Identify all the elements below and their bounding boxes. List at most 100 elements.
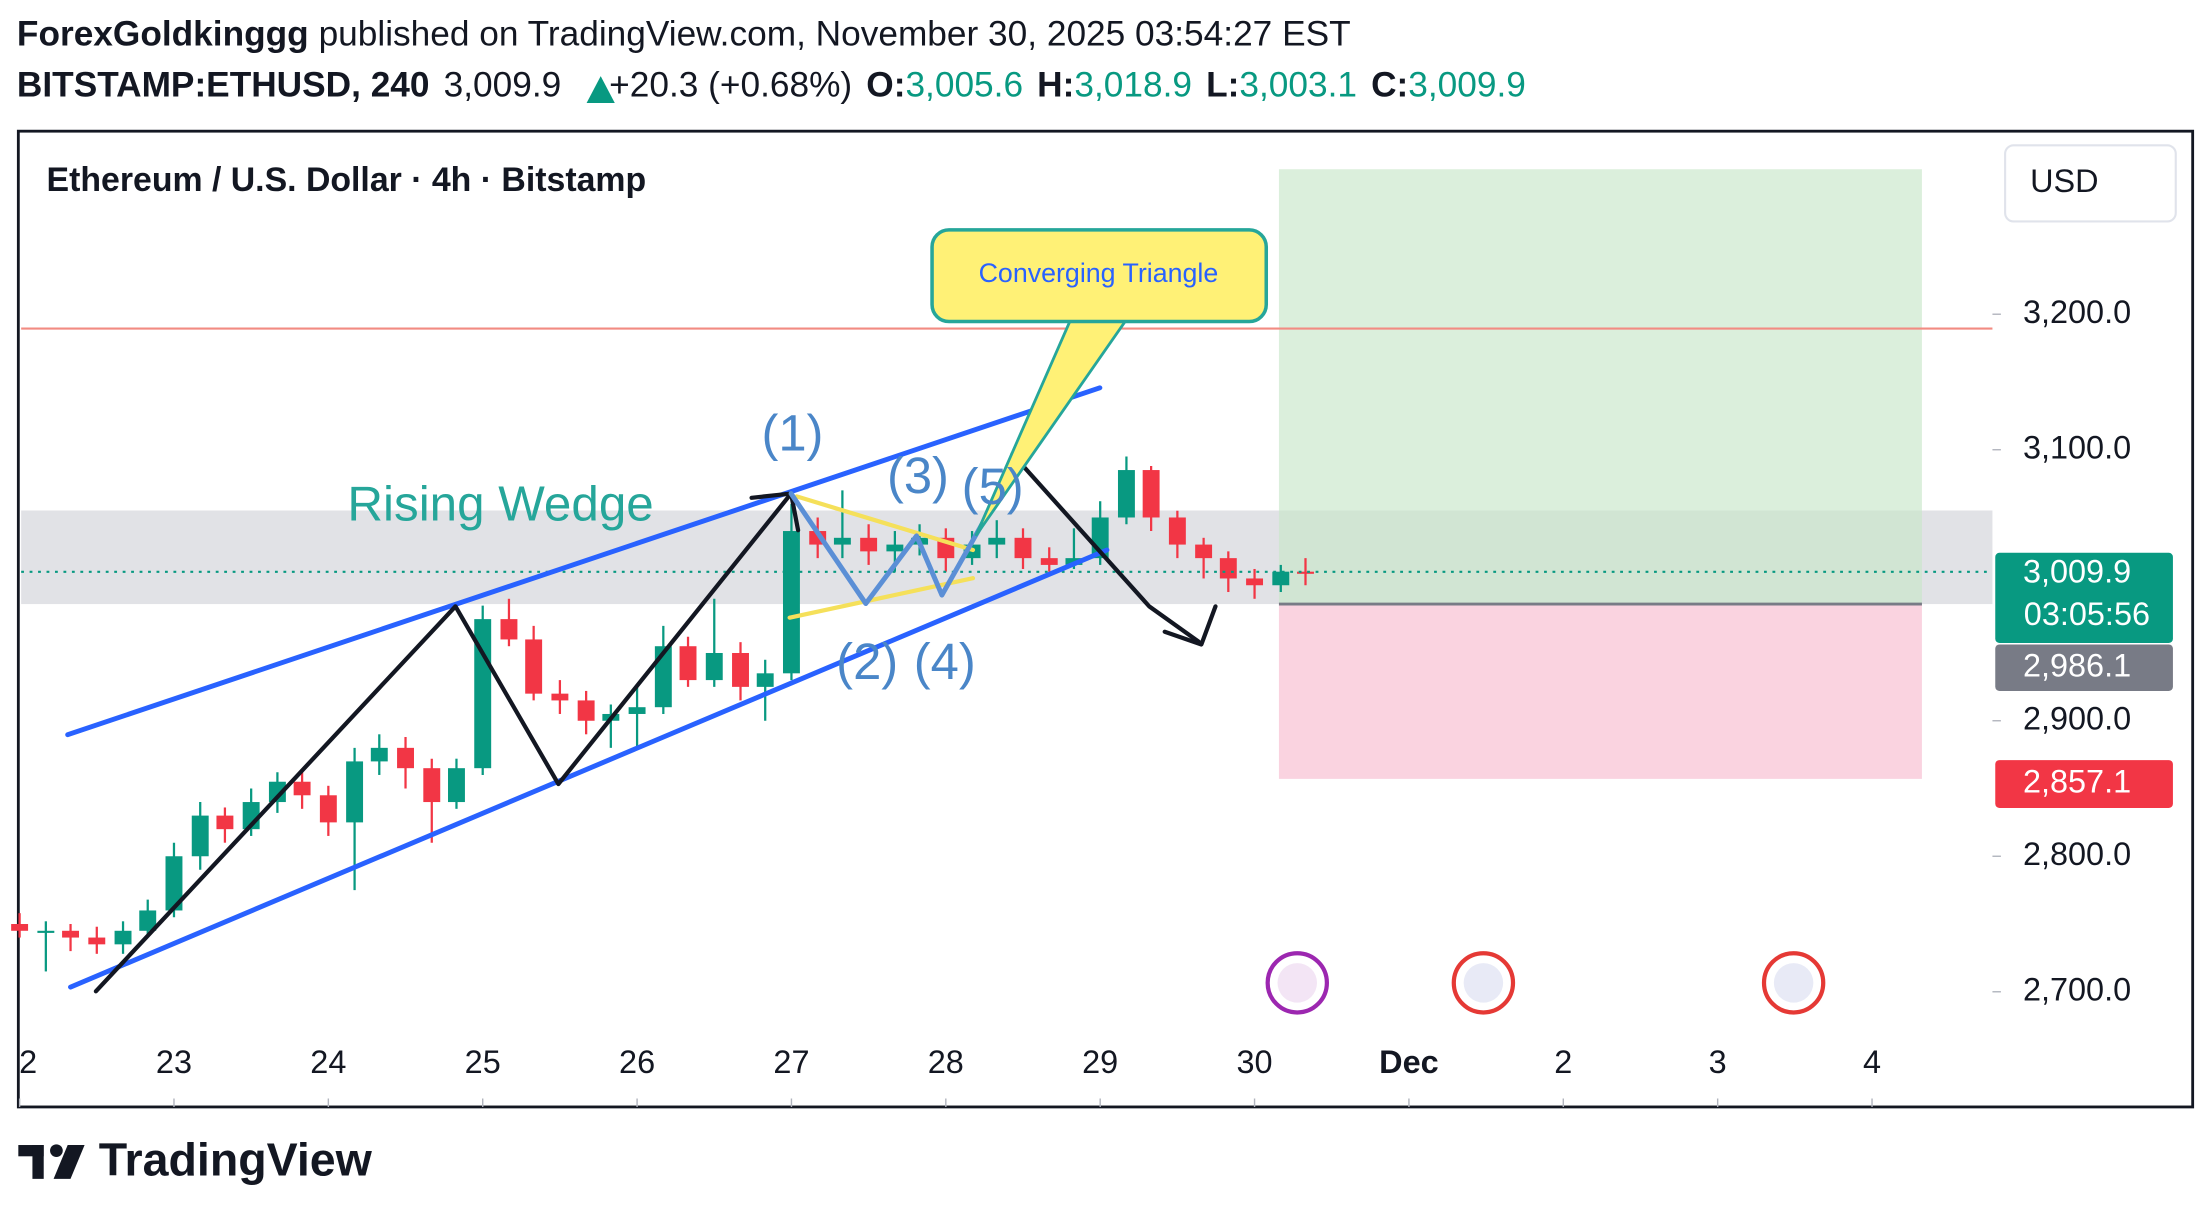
candle-body [37, 930, 55, 933]
candle-body [833, 537, 851, 545]
x-tick-label: 4 [1863, 1044, 1881, 1080]
brand: TradingView [99, 1134, 373, 1186]
candle-body [1168, 517, 1186, 545]
ohlc-value: 3,005.6 [905, 66, 1023, 105]
ohlc-label: C: [1371, 66, 1408, 105]
pattern-label: Rising Wedge [347, 477, 653, 532]
candle-body [1246, 578, 1264, 586]
author: ForexGoldkinggg [17, 15, 309, 54]
x-tick-label: Dec [1379, 1044, 1438, 1080]
ohlc-value: 3,018.9 [1074, 66, 1192, 105]
candle-body [165, 856, 183, 911]
candle-body [319, 795, 337, 823]
ohlc-label: L: [1206, 66, 1239, 105]
logo-part [50, 1144, 63, 1158]
candle-body [628, 707, 646, 714]
price-label: 2,857.1 [2023, 764, 2131, 800]
x-tick-label: 23 [156, 1044, 192, 1080]
candle-body [782, 531, 800, 674]
candle-body [11, 924, 29, 931]
candle-body [216, 815, 234, 830]
candle-body [268, 781, 286, 803]
x-tick-label: 30 [1237, 1044, 1273, 1080]
candle-body [732, 652, 749, 687]
candle-body [525, 639, 543, 694]
wedge-upper [65, 385, 1103, 738]
candle-body [114, 930, 132, 945]
wave-label: (3) [887, 447, 949, 504]
wave-label: (1) [761, 405, 823, 462]
price-label: 2,986.1 [2023, 647, 2131, 683]
callout-text: Converging Triangle [979, 258, 1219, 288]
candle-body [1117, 470, 1135, 518]
wave-label: (5) [962, 458, 1024, 515]
change: +20.3 (+0.68%) [609, 66, 852, 105]
x-tick-label: 3 [1709, 1044, 1727, 1080]
y-tick-label: 2,800.0 [2023, 836, 2131, 872]
target-zone [1278, 169, 1922, 605]
y-tick-label: 3,200.0 [2023, 294, 2131, 330]
y-tick-label: 3,100.0 [2023, 429, 2131, 465]
logo-part [18, 1145, 44, 1157]
price-label: 3,009.9 [2023, 554, 2131, 590]
ohlc-label: O: [866, 66, 905, 105]
candle-body [1272, 571, 1290, 586]
zigzag-arrow [1162, 604, 1218, 647]
stop-zone [1278, 604, 1922, 779]
x-tick-label: 27 [773, 1044, 809, 1080]
symbol-line: BITSTAMP:ETHUSD, 240 3,009.9 +20.3 (+0.68%… [17, 66, 1526, 105]
wave-path [788, 462, 1018, 607]
candle-body [886, 544, 904, 552]
x-tick-label: 2 [19, 1044, 37, 1080]
wave-label: (2) [836, 633, 898, 690]
chart-frame [16, 129, 2195, 1109]
y-tick-label: 2,700.0 [2023, 971, 2131, 1007]
published: published on TradingView.com, November 3… [319, 15, 1351, 54]
chart-title: Ethereum / U.S. Dollar · 4h · Bitstamp [47, 161, 647, 199]
candle-body [1297, 571, 1314, 574]
plot-area [11, 169, 1993, 994]
candle-body [1040, 558, 1058, 565]
zigzag [93, 491, 794, 994]
header-line: ForexGoldkinggg published on TradingView.… [17, 15, 1351, 54]
candle-body [1219, 558, 1237, 579]
last-price: 3,009.9 [444, 66, 562, 105]
candle-body [705, 652, 723, 681]
wave-label: (4) [914, 633, 976, 690]
candle-body [988, 537, 1006, 545]
candle-body [551, 693, 569, 701]
candle-body [346, 761, 364, 823]
x-tick-label: 25 [465, 1044, 501, 1080]
x-tick-label: 24 [310, 1044, 346, 1080]
candle-body [577, 700, 595, 721]
ohlc-label: H: [1037, 66, 1074, 105]
x-tick-label: 26 [619, 1044, 655, 1080]
candle-body [756, 673, 774, 687]
price-label-box [1995, 760, 2173, 809]
candle-body [370, 747, 388, 762]
candle-body [293, 781, 311, 796]
ohlc-value: 3,003.1 [1239, 66, 1357, 105]
candle-body [423, 768, 441, 803]
x-tick-label: 28 [928, 1044, 964, 1080]
wedge-lower [68, 547, 1110, 990]
y-tick-label: 2,900.0 [2023, 700, 2131, 736]
logo-part [32, 1145, 44, 1179]
brand-logo [18, 1144, 85, 1179]
currency-box [2004, 144, 2177, 223]
candle-body [62, 930, 80, 938]
candle-body [1195, 544, 1213, 559]
logo-part [53, 1145, 85, 1179]
candle-body [1014, 537, 1032, 559]
candle-body [448, 768, 465, 803]
candle-body [88, 937, 106, 945]
candle-body [1142, 470, 1160, 518]
candle-body [474, 619, 492, 769]
candle-body [679, 646, 697, 681]
candle-body [397, 747, 414, 769]
price-label-box [1995, 552, 2173, 644]
ohlc-value: 3,009.9 [1408, 66, 1526, 105]
symbol: BITSTAMP:ETHUSD, 240 [17, 66, 430, 105]
countdown: 03:05:56 [2024, 596, 2150, 632]
